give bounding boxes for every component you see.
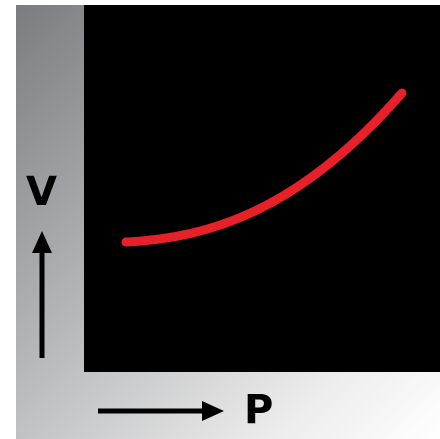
y-axis-label: V	[26, 169, 57, 215]
red-curve	[121, 88, 407, 247]
plot-area	[84, 5, 440, 372]
y-axis-arrow-icon	[32, 231, 52, 358]
x-axis-arrow-icon	[98, 401, 224, 421]
x-axis-label: P	[244, 387, 274, 433]
